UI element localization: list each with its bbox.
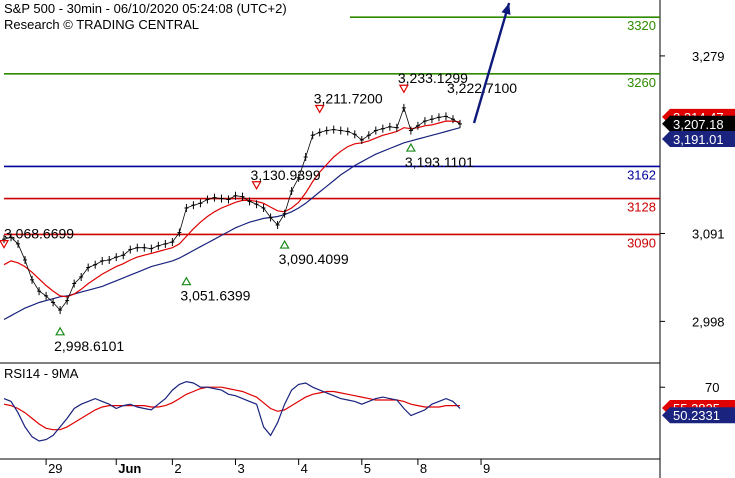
level-label: 3260 xyxy=(627,75,656,90)
rsi-line xyxy=(3,380,461,442)
pivot-high-marker xyxy=(0,240,10,249)
x-tick-label: 4 xyxy=(301,461,308,476)
x-tick-label: 8 xyxy=(420,461,427,476)
price-annotation: 3,090.4099 xyxy=(279,251,349,267)
chart-title: S&P 500 - 30min - 06/10/2020 05:24:08 (U… xyxy=(4,1,287,16)
x-tick-label: 2 xyxy=(174,461,181,476)
price-annotation: 3,068.6699 xyxy=(4,226,74,242)
rsi-title: RSI14 - 9MA xyxy=(4,366,79,381)
price-annotation: 3,211.7200 xyxy=(314,90,383,106)
price-annotation: 3,051.6399 xyxy=(180,288,250,304)
pivot-high-marker xyxy=(251,181,262,190)
forecast-arrowhead xyxy=(501,3,511,15)
ma-fast-line xyxy=(3,120,461,298)
ma-slow-line xyxy=(3,127,461,321)
pivot-low-marker xyxy=(181,276,192,286)
price-badge xyxy=(662,131,735,148)
pivot-high-marker xyxy=(398,84,409,94)
price-annotation: 3,193.1101 xyxy=(405,154,474,170)
x-tick-label: 9 xyxy=(483,461,490,476)
rsi-badge xyxy=(662,407,735,424)
level-label: 3090 xyxy=(627,235,656,250)
x-tick-label: 5 xyxy=(364,461,371,476)
x-tick-label: Jun xyxy=(118,461,141,476)
price-annotation: 3,222.7100 xyxy=(447,80,517,96)
x-tick-label: 3 xyxy=(238,461,245,476)
level-label: 3128 xyxy=(627,200,656,215)
price-annotation: 3,233.1299 xyxy=(398,70,468,86)
y-tick-label: 2,998 xyxy=(692,314,725,329)
price-badge xyxy=(662,115,735,132)
pivot-low-marker xyxy=(55,326,66,336)
y-tick-label: 3,091 xyxy=(692,227,725,242)
rsi-ma-line xyxy=(3,386,460,431)
x-tick-label: 29 xyxy=(48,461,62,476)
rsi-badge-label: 50.2331 xyxy=(673,408,720,423)
pivot-high-marker xyxy=(314,104,325,114)
price-badge-label: 3,191.01 xyxy=(673,132,724,147)
price-annotation: 3,130.9399 xyxy=(251,167,321,183)
level-label: 3320 xyxy=(627,18,656,33)
chart-subtitle: Research © TRADING CENTRAL xyxy=(4,17,199,32)
price-annotation: 2,998.6101 xyxy=(54,338,124,354)
forecast-arrow xyxy=(472,2,511,124)
price-line xyxy=(3,106,461,311)
price-badge-label: 3,207.18 xyxy=(673,117,724,132)
pivot-low-marker xyxy=(279,239,290,249)
level-label: 3162 xyxy=(627,167,656,182)
pivot-low-marker xyxy=(405,142,416,152)
rsi-y-tick-label: 70 xyxy=(705,380,719,395)
y-tick-label: 3,279 xyxy=(692,49,725,64)
